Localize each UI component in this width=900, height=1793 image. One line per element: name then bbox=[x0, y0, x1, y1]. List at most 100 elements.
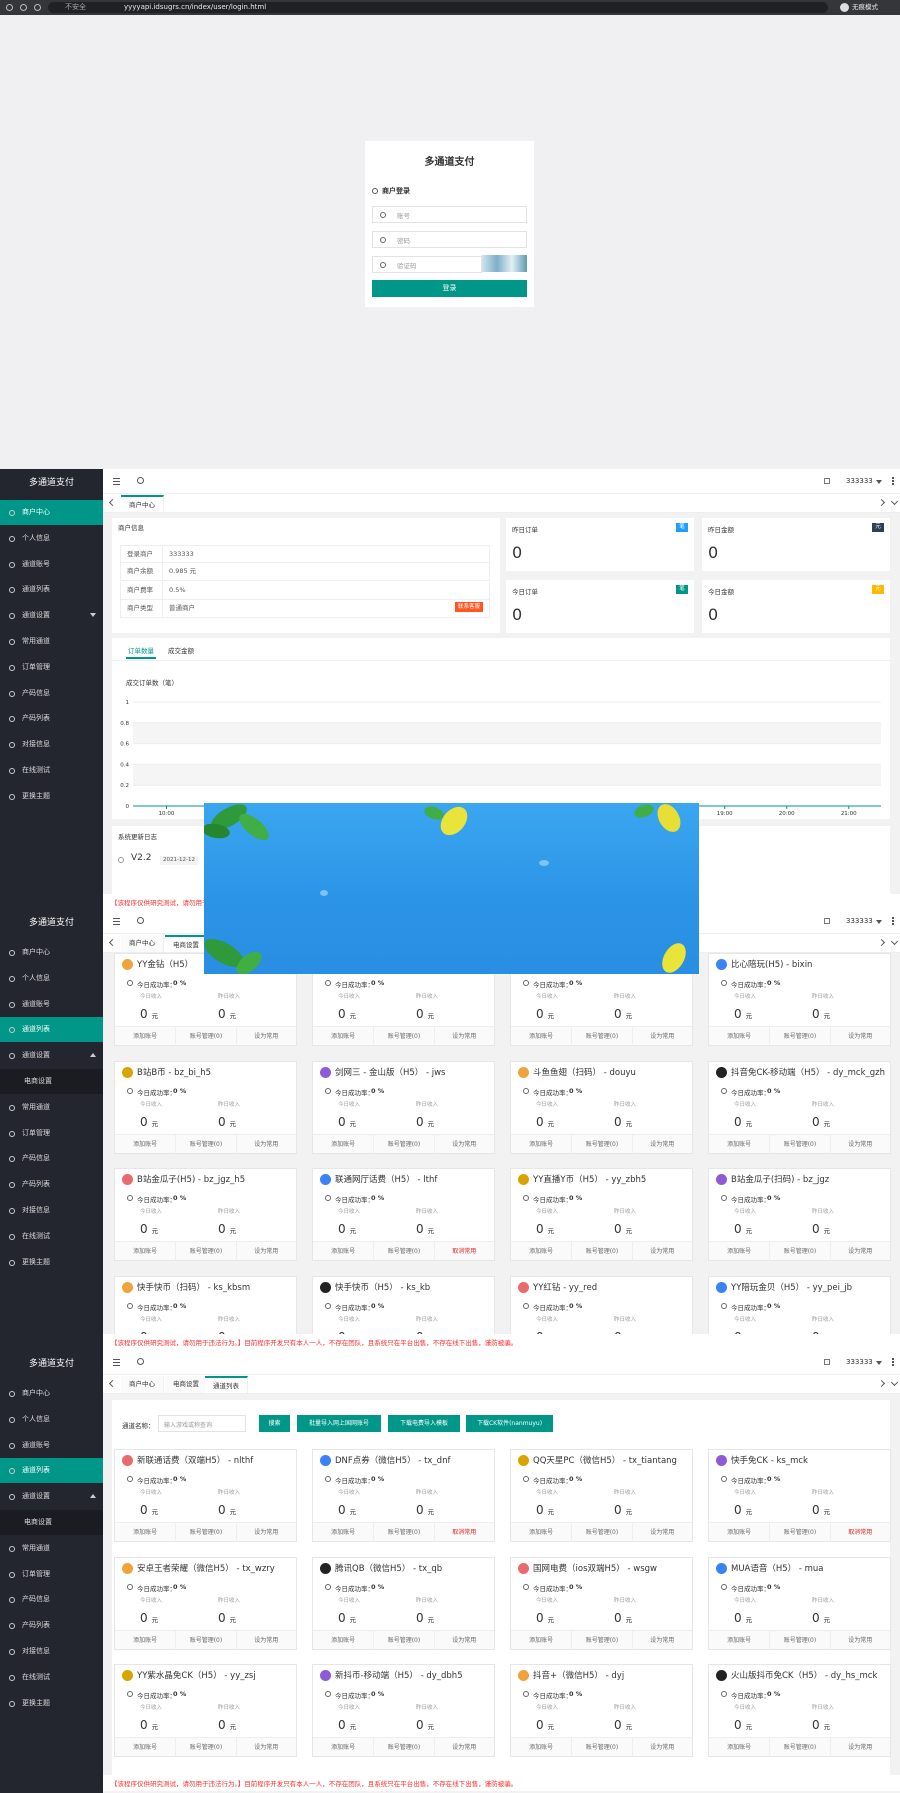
action-button[interactable]: 搜索 bbox=[259, 1415, 290, 1432]
submenu-item[interactable]: 电商设置 bbox=[0, 1510, 103, 1535]
user-name[interactable]: 333333 bbox=[846, 1358, 873, 1366]
menu-item[interactable]: 产码列表 bbox=[0, 706, 103, 731]
card-action[interactable]: 账号管理(0) bbox=[769, 1027, 829, 1046]
menu-item[interactable]: 商户中心 bbox=[0, 500, 103, 525]
card-action[interactable]: 账号管理(0) bbox=[571, 1027, 631, 1046]
menu-item[interactable]: 订单管理 bbox=[0, 655, 103, 680]
menu-item[interactable]: 通道列表 bbox=[0, 1017, 103, 1043]
menu-item[interactable]: 在线测试 bbox=[0, 1224, 103, 1249]
menu-item[interactable]: 对接信息 bbox=[0, 732, 103, 757]
menu-item[interactable]: 通道列表 bbox=[0, 1458, 103, 1484]
card-action[interactable]: 添加账号 bbox=[331, 1636, 356, 1644]
card-action[interactable]: 设为常用 bbox=[631, 1027, 692, 1046]
card-action[interactable]: 添加账号 bbox=[133, 1248, 158, 1255]
card-action[interactable]: 添加账号 bbox=[529, 1248, 554, 1255]
card-action[interactable]: 添加账号 bbox=[133, 1744, 158, 1751]
menu-item[interactable]: 通道设置 bbox=[0, 1484, 103, 1509]
menu-item[interactable]: 常用通道 bbox=[0, 1536, 103, 1561]
menu-item[interactable]: 产码信息 bbox=[0, 1587, 103, 1612]
menu-item[interactable]: 对接信息 bbox=[0, 1639, 103, 1664]
card-action[interactable]: 账号管理(0) bbox=[373, 1738, 433, 1757]
card-action[interactable]: 取消常用 bbox=[829, 1523, 890, 1542]
card-action[interactable]: 添加账号 bbox=[133, 1529, 158, 1536]
card-action[interactable]: 账号管理(0) bbox=[373, 1134, 433, 1154]
card-action[interactable]: 账号管理(0) bbox=[175, 1027, 235, 1046]
card-action[interactable]: 添加账号 bbox=[727, 1140, 752, 1148]
card-action[interactable]: 设为常用 bbox=[631, 1523, 692, 1542]
card-action[interactable]: 添加账号 bbox=[133, 1636, 158, 1644]
card-action[interactable]: 添加账号 bbox=[529, 1529, 554, 1536]
card-action[interactable]: 设为常用 bbox=[631, 1630, 692, 1650]
menu-item[interactable]: 商户中心 bbox=[0, 940, 103, 965]
card-action[interactable]: 添加账号 bbox=[727, 1744, 752, 1751]
menu-item[interactable]: 常用通道 bbox=[0, 629, 103, 654]
card-action[interactable]: 添加账号 bbox=[727, 1033, 752, 1040]
card-action[interactable]: 添加账号 bbox=[529, 1636, 554, 1644]
menu-item[interactable]: 更换主题 bbox=[0, 1250, 103, 1275]
card-action[interactable]: 取消常用 bbox=[433, 1242, 494, 1261]
card-action[interactable]: 账号管理(0) bbox=[769, 1630, 829, 1650]
card-action[interactable]: 账号管理(0) bbox=[571, 1134, 631, 1154]
card-action[interactable]: 账号管理(0) bbox=[769, 1242, 829, 1261]
menu-item[interactable]: 通道设置 bbox=[0, 1043, 103, 1068]
menu-item[interactable]: 商户中心 bbox=[0, 1381, 103, 1406]
card-action[interactable]: 添加账号 bbox=[727, 1248, 752, 1255]
tab[interactable]: 商户中心 bbox=[121, 1376, 164, 1393]
menu-item[interactable]: 更换主题 bbox=[0, 1691, 103, 1716]
menu-item[interactable]: 通道账号 bbox=[0, 992, 103, 1017]
filter-input[interactable]: 输入游戏或称查询 bbox=[158, 1415, 246, 1432]
card-action[interactable]: 设为常用 bbox=[235, 1523, 296, 1542]
card-action[interactable]: 账号管理(0) bbox=[571, 1523, 631, 1542]
tab[interactable]: 通道列表 bbox=[205, 1376, 248, 1393]
menu-item[interactable]: 更换主题 bbox=[0, 784, 103, 809]
card-action[interactable]: 添加账号 bbox=[331, 1033, 356, 1040]
menu-item[interactable]: 通道设置 bbox=[0, 603, 103, 628]
card-action[interactable]: 账号管理(0) bbox=[373, 1242, 433, 1261]
card-action[interactable]: 设为常用 bbox=[829, 1242, 890, 1261]
card-action[interactable]: 账号管理(0) bbox=[571, 1738, 631, 1757]
login-input[interactable]: 账号 bbox=[372, 206, 527, 223]
card-action[interactable]: 添加账号 bbox=[331, 1248, 356, 1255]
card-action[interactable]: 设为常用 bbox=[829, 1738, 890, 1757]
contact-badge[interactable]: 联系客服 bbox=[455, 602, 484, 612]
menu-item[interactable]: 个人信息 bbox=[0, 526, 103, 551]
card-action[interactable]: 账号管理(0) bbox=[373, 1630, 433, 1650]
card-action[interactable]: 账号管理(0) bbox=[175, 1630, 235, 1650]
menu-item[interactable]: 通道列表 bbox=[0, 577, 103, 602]
card-action[interactable]: 添加账号 bbox=[727, 1529, 752, 1536]
card-action[interactable]: 设为常用 bbox=[829, 1027, 890, 1046]
menu-item[interactable]: 常用通道 bbox=[0, 1095, 103, 1120]
action-button[interactable]: 下载电费导入模板 bbox=[388, 1415, 460, 1432]
card-action[interactable]: 取消常用 bbox=[433, 1523, 494, 1542]
menu-item[interactable]: 产码列表 bbox=[0, 1613, 103, 1638]
chart-tab[interactable]: 订单数量 bbox=[126, 645, 156, 659]
card-action[interactable]: 设为常用 bbox=[235, 1630, 296, 1650]
card-action[interactable]: 账号管理(0) bbox=[571, 1242, 631, 1261]
card-action[interactable]: 账号管理(0) bbox=[373, 1027, 433, 1046]
action-button[interactable]: 下载CK软件(nanmuyu) bbox=[466, 1415, 553, 1432]
card-action[interactable]: 添加账号 bbox=[331, 1140, 356, 1148]
user-name[interactable]: 333333 bbox=[846, 477, 873, 485]
card-action[interactable]: 账号管理(0) bbox=[571, 1630, 631, 1650]
card-action[interactable]: 添加账号 bbox=[529, 1744, 554, 1751]
card-action[interactable]: 账号管理(0) bbox=[769, 1523, 829, 1542]
card-action[interactable]: 添加账号 bbox=[529, 1033, 554, 1040]
card-action[interactable]: 添加账号 bbox=[529, 1140, 554, 1148]
card-action[interactable]: 设为常用 bbox=[433, 1027, 494, 1046]
card-action[interactable]: 设为常用 bbox=[235, 1134, 296, 1154]
chart-tab[interactable]: 成交金额 bbox=[168, 647, 194, 655]
card-action[interactable]: 设为常用 bbox=[235, 1027, 296, 1046]
card-action[interactable]: 设为常用 bbox=[433, 1630, 494, 1650]
menu-item[interactable]: 产码列表 bbox=[0, 1172, 103, 1197]
tab[interactable]: 商户中心 bbox=[121, 935, 164, 952]
card-action[interactable]: 账号管理(0) bbox=[175, 1738, 235, 1757]
card-action[interactable]: 账号管理(0) bbox=[175, 1134, 235, 1154]
card-action[interactable]: 账号管理(0) bbox=[769, 1738, 829, 1757]
menu-item[interactable]: 通道账号 bbox=[0, 552, 103, 577]
menu-item[interactable]: 产码信息 bbox=[0, 1146, 103, 1171]
login-input[interactable]: 验证码 bbox=[372, 256, 482, 273]
user-name[interactable]: 333333 bbox=[846, 917, 873, 925]
card-action[interactable]: 账号管理(0) bbox=[175, 1523, 235, 1542]
menu-item[interactable]: 通道账号 bbox=[0, 1433, 103, 1458]
card-action[interactable]: 设为常用 bbox=[631, 1738, 692, 1757]
